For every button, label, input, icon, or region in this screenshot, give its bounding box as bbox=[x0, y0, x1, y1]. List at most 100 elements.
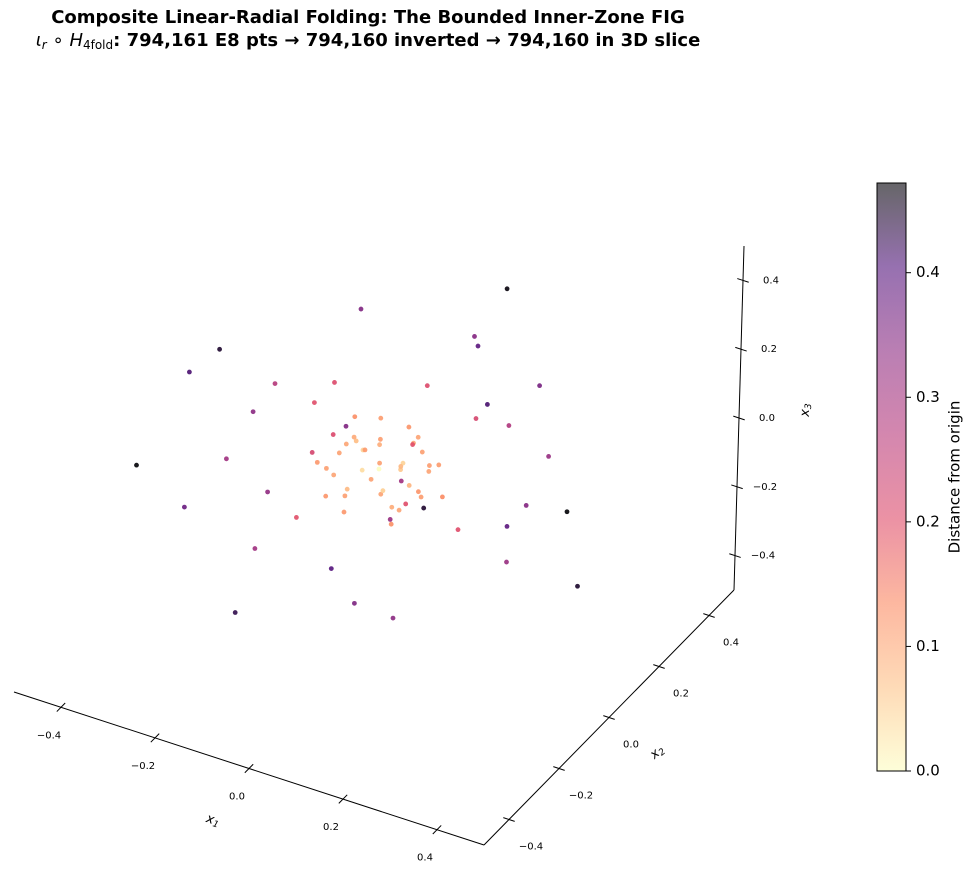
tick-mark bbox=[244, 763, 254, 774]
point bbox=[376, 466, 382, 472]
point bbox=[352, 414, 358, 420]
tick-mark bbox=[703, 613, 715, 618]
point bbox=[504, 559, 509, 565]
point bbox=[330, 432, 336, 437]
subtitle-part: 4fold bbox=[83, 38, 113, 52]
point bbox=[485, 402, 490, 407]
point bbox=[341, 509, 347, 515]
colorbar-tick-label: 0.1 bbox=[916, 637, 940, 655]
point bbox=[182, 504, 187, 510]
point bbox=[351, 434, 357, 440]
point bbox=[546, 453, 551, 459]
tick-label: 0.4 bbox=[723, 638, 739, 649]
point bbox=[272, 381, 278, 386]
point bbox=[537, 383, 542, 389]
point bbox=[472, 334, 477, 339]
point bbox=[324, 465, 329, 471]
point bbox=[134, 462, 139, 468]
tick-label: 0.4 bbox=[417, 853, 433, 864]
point bbox=[473, 416, 479, 421]
tick-label: −0.4 bbox=[519, 842, 543, 853]
point bbox=[390, 615, 396, 621]
colorbar-tick-label: 0.3 bbox=[916, 388, 940, 406]
colorbar-tick-label: 0.4 bbox=[916, 263, 940, 281]
tick-label: −0.2 bbox=[753, 482, 777, 493]
colorbar-tick-label: 0.2 bbox=[916, 512, 940, 530]
tick-mark bbox=[150, 733, 160, 743]
point bbox=[378, 436, 383, 442]
point bbox=[224, 456, 229, 462]
point bbox=[419, 449, 425, 455]
point bbox=[344, 486, 350, 492]
tick-label: −0.2 bbox=[131, 761, 155, 772]
point bbox=[352, 600, 357, 606]
x-axis-label: x1 bbox=[203, 810, 222, 830]
point bbox=[421, 505, 427, 511]
tick-label: 0.2 bbox=[761, 344, 777, 355]
point bbox=[332, 380, 337, 385]
point bbox=[523, 503, 529, 508]
point bbox=[415, 434, 421, 440]
tick-mark bbox=[56, 702, 66, 712]
point bbox=[575, 583, 580, 589]
point bbox=[336, 450, 342, 456]
subtitle-part: : 794,161 E8 pts → 794,160 inverted → 79… bbox=[113, 30, 700, 51]
point bbox=[403, 501, 409, 507]
point bbox=[396, 507, 402, 513]
tick-mark bbox=[338, 794, 348, 804]
tick-mark bbox=[603, 715, 615, 720]
point bbox=[398, 478, 404, 484]
axis-label-part: 3 bbox=[804, 403, 814, 409]
point bbox=[398, 464, 404, 469]
point bbox=[343, 423, 349, 429]
tick-mark bbox=[503, 817, 515, 822]
tick-label: 0.0 bbox=[229, 792, 245, 803]
point bbox=[388, 521, 394, 527]
point bbox=[314, 459, 320, 465]
point bbox=[418, 494, 424, 500]
point bbox=[387, 517, 393, 522]
point bbox=[564, 509, 570, 515]
subtitle-part: H bbox=[69, 30, 83, 51]
tick-mark bbox=[735, 346, 747, 352]
point bbox=[353, 438, 359, 444]
tick-label: 0.2 bbox=[673, 689, 689, 700]
tick-mark bbox=[432, 825, 442, 835]
point bbox=[312, 400, 317, 406]
y-axis-label: x2 bbox=[646, 742, 668, 764]
tick-label: 0.0 bbox=[623, 740, 639, 751]
point bbox=[406, 424, 412, 430]
point bbox=[389, 504, 395, 510]
z-axis-label: x3 bbox=[797, 403, 814, 418]
point bbox=[440, 494, 445, 500]
point bbox=[217, 346, 223, 352]
tick-mark bbox=[733, 415, 745, 421]
point bbox=[506, 423, 512, 428]
point bbox=[252, 546, 258, 551]
subtitle-part: ι bbox=[36, 30, 42, 51]
subtitle-part: ∘ bbox=[47, 30, 70, 51]
point bbox=[426, 469, 432, 474]
tick-mark bbox=[553, 766, 565, 771]
point bbox=[309, 450, 315, 455]
point bbox=[504, 286, 510, 292]
point bbox=[368, 476, 374, 482]
chart-title: Composite Linear-Radial Folding: The Bou… bbox=[51, 7, 685, 28]
tick-mark bbox=[731, 484, 743, 490]
axis-label-part: 1 bbox=[211, 819, 220, 830]
tick-label: −0.2 bbox=[569, 791, 593, 802]
axis-label-part: x bbox=[797, 408, 812, 418]
point bbox=[342, 493, 348, 499]
point bbox=[343, 441, 349, 447]
tick-label: 0.4 bbox=[763, 275, 779, 286]
tick-label: −0.4 bbox=[37, 730, 61, 741]
point bbox=[436, 462, 442, 468]
tick-mark bbox=[729, 553, 741, 558]
point bbox=[331, 472, 337, 478]
tick-mark bbox=[737, 278, 749, 283]
tick-label: 0.2 bbox=[323, 822, 339, 833]
point bbox=[416, 489, 421, 495]
point bbox=[323, 493, 329, 499]
point bbox=[359, 467, 365, 473]
